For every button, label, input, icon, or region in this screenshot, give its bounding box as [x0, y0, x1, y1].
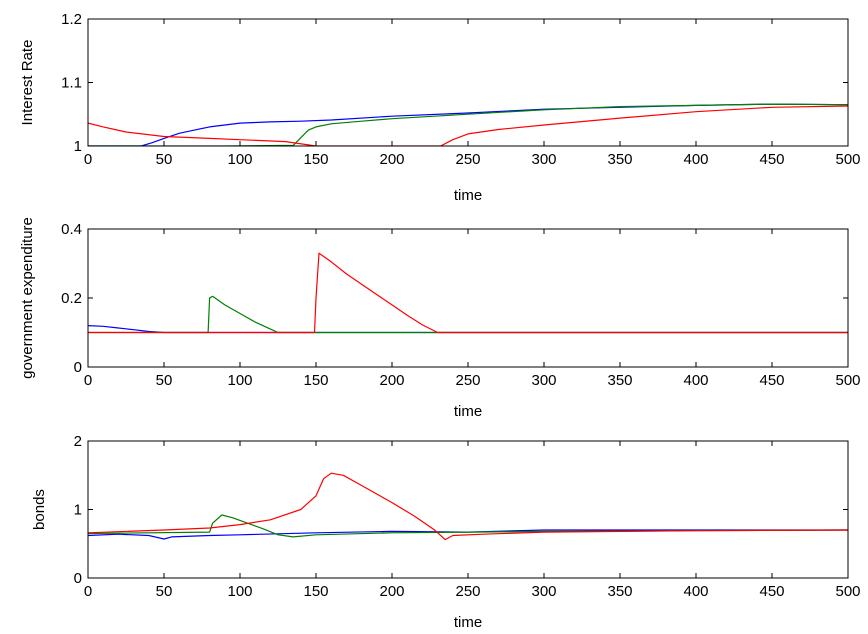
- plot-frame: [87, 18, 849, 147]
- x-tick-label: 450: [759, 583, 784, 600]
- x-tick-label: 350: [607, 372, 632, 389]
- y-tick-label: 1.1: [61, 75, 82, 92]
- series-group: [88, 103, 848, 146]
- x-axis-label: time: [454, 403, 482, 420]
- x-tick-label: 0: [84, 372, 92, 389]
- chart-panel-3: 0 50 100 150 200 250 300 350 400 450 500 0 1 2 time bon…: [31, 433, 861, 631]
- series-group: [88, 472, 848, 541]
- series-line-2: [88, 103, 848, 146]
- series-group: [88, 252, 848, 334]
- x-tick-label: 450: [759, 151, 784, 168]
- x-tick-label: 500: [835, 151, 860, 168]
- x-tick-label: 250: [455, 151, 480, 168]
- x-tick-label: 450: [759, 372, 784, 389]
- series-line-3: [88, 252, 848, 334]
- x-tick-label: 200: [379, 372, 404, 389]
- y-tick-label: 0: [74, 570, 82, 587]
- x-tick-label: 0: [84, 151, 92, 168]
- y-tick-label: 1.2: [61, 11, 82, 28]
- x-tick-label: 200: [379, 583, 404, 600]
- x-tick-label: 300: [531, 372, 556, 389]
- x-axis-label: time: [454, 187, 482, 204]
- x-tick-label: 350: [607, 583, 632, 600]
- y-tick-label: 0.2: [61, 290, 82, 307]
- y-tick-label: 1: [74, 138, 82, 155]
- series-line-2: [88, 514, 848, 538]
- x-tick-label: 300: [531, 583, 556, 600]
- series-line-1: [88, 325, 848, 334]
- x-tick-label: 50: [156, 372, 173, 389]
- x-tick-label: 50: [156, 151, 173, 168]
- plot-frame: [87, 440, 849, 579]
- y-tick-label: 0.4: [61, 221, 82, 238]
- y-axis-label: bonds: [31, 489, 48, 530]
- x-tick-label: 0: [84, 583, 92, 600]
- x-tick-label: 500: [835, 583, 860, 600]
- x-tick-label: 400: [683, 372, 708, 389]
- x-tick-label: 100: [227, 151, 252, 168]
- x-tick-label: 200: [379, 151, 404, 168]
- x-tick-label: 50: [156, 583, 173, 600]
- series-line-3: [88, 472, 848, 541]
- y-tick-label: 0: [74, 359, 82, 376]
- x-tick-label: 250: [455, 583, 480, 600]
- series-line-1: [88, 103, 848, 146]
- x-tick-label: 250: [455, 372, 480, 389]
- y-tick-label: 1: [74, 502, 82, 519]
- series-line-1: [88, 529, 848, 540]
- x-tick-label: 100: [227, 372, 252, 389]
- x-axis-label: time: [454, 614, 482, 631]
- series-line-2: [88, 295, 848, 334]
- x-tick-label: 500: [835, 372, 860, 389]
- x-tick-label: 400: [683, 151, 708, 168]
- y-axis-label: government expenditure: [19, 217, 36, 379]
- x-tick-label: 150: [303, 583, 328, 600]
- series-line-3: [88, 105, 848, 146]
- plot-frame: [87, 228, 849, 368]
- x-tick-label: 350: [607, 151, 632, 168]
- x-tick-label: 300: [531, 151, 556, 168]
- x-tick-label: 400: [683, 583, 708, 600]
- x-tick-label: 100: [227, 583, 252, 600]
- chart-panel-2: 0 50 100 150 200 250 300 350 400 450 500 0 0.2 0.4 tim…: [19, 217, 861, 420]
- chart-panel-1: 0 50 100 150 200 250 300 350 400 450 500 1 1.1 1.2 tim…: [19, 11, 861, 204]
- y-axis-label: Interest Rate: [19, 40, 36, 126]
- x-tick-label: 150: [303, 372, 328, 389]
- y-tick-label: 2: [74, 433, 82, 450]
- x-tick-label: 150: [303, 151, 328, 168]
